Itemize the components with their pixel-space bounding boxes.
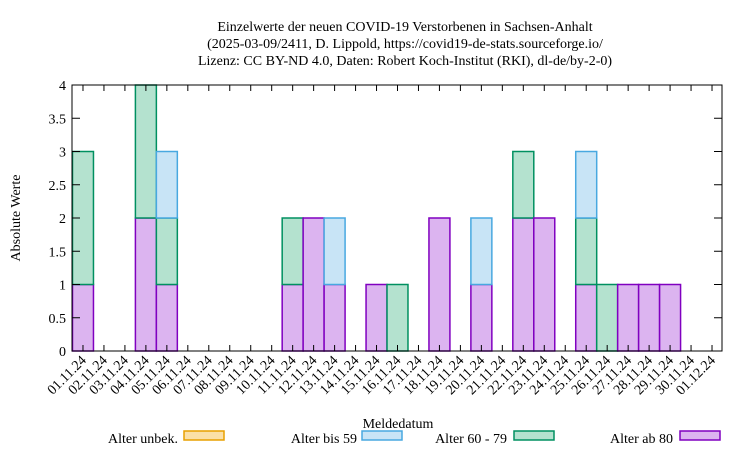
bar-13.11.24-alter-ab-80	[323, 283, 346, 352]
legend-swatch	[513, 430, 555, 441]
y-tick-label: 0	[59, 345, 66, 360]
bar-25.11.24-alter-ab-80	[574, 283, 598, 352]
bar-04.11.24-alter-60-79	[134, 84, 158, 219]
bar-16.11.24-alter-60-79	[386, 283, 409, 352]
bar-25.11.24-alter-bis-59	[574, 150, 598, 219]
legend-label: Alter ab 80	[610, 432, 673, 447]
x-axis-label: Meldedatum	[363, 417, 434, 432]
bar-05.11.24-alter-60-79	[155, 217, 179, 286]
bar-13.11.24-alter-bis-59	[323, 217, 346, 286]
chart-title-line-2: (2025-03-09/2411, D. Lippold, https://co…	[207, 37, 603, 52]
bar-28.11.24-alter-ab-80	[637, 283, 661, 352]
y-tick-label: 4	[59, 79, 66, 94]
bars-group	[71, 84, 682, 352]
y-axis-label: Absolute Werte	[9, 175, 24, 262]
legend-label: Alter 60 - 79	[435, 432, 507, 447]
bar-22.11.24-alter-60-79	[512, 150, 535, 219]
bar-22.11.24-alter-ab-80	[512, 217, 535, 352]
chart-title-line-3: Lizenz: CC BY-ND 4.0, Daten: Robert Koch…	[198, 54, 612, 69]
bar-23.11.24-alter-ab-80	[533, 217, 556, 352]
bar-20.11.24-alter-ab-80	[470, 283, 493, 352]
bar-12.11.24-alter-ab-80	[302, 217, 325, 352]
y-tick-label: 1.5	[49, 245, 67, 260]
y-tick-label: 0.5	[49, 312, 67, 327]
bar-18.11.24-alter-ab-80	[428, 217, 451, 352]
legend-swatch	[183, 430, 225, 441]
bar-29.11.24-alter-ab-80	[658, 283, 682, 352]
y-tick-label: 3	[59, 146, 66, 161]
bar-05.11.24-alter-ab-80	[155, 283, 179, 352]
y-tick-label: 1	[59, 279, 66, 294]
y-tick-label: 2.5	[49, 179, 67, 194]
legend-label: Alter unbek.	[108, 432, 178, 447]
bar-25.11.24-alter-60-79	[574, 217, 598, 286]
bar-27.11.24-alter-ab-80	[616, 283, 640, 352]
bar-20.11.24-alter-bis-59	[470, 217, 493, 286]
bar-15.11.24-alter-ab-80	[365, 283, 388, 352]
legend-swatch	[361, 430, 403, 441]
bar-04.11.24-alter-ab-80	[134, 217, 158, 352]
y-tick-label: 2	[59, 212, 66, 227]
bar-26.11.24-alter-60-79	[595, 283, 619, 352]
chart-title-line-1: Einzelwerte der neuen COVID-19 Verstorbe…	[217, 20, 592, 35]
bar-11.11.24-alter-60-79	[281, 217, 304, 286]
chart-title: Einzelwerte der neuen COVID-19 Verstorbe…	[198, 20, 612, 69]
y-tick-label: 3.5	[49, 112, 67, 127]
legend-swatch	[679, 430, 721, 441]
bar-05.11.24-alter-bis-59	[155, 150, 179, 219]
legend-label: Alter bis 59	[291, 432, 357, 447]
bar-11.11.24-alter-ab-80	[281, 283, 304, 352]
legend: Alter unbek. Alter bis 59 Alter 60 - 79 Alt…	[108, 430, 721, 447]
